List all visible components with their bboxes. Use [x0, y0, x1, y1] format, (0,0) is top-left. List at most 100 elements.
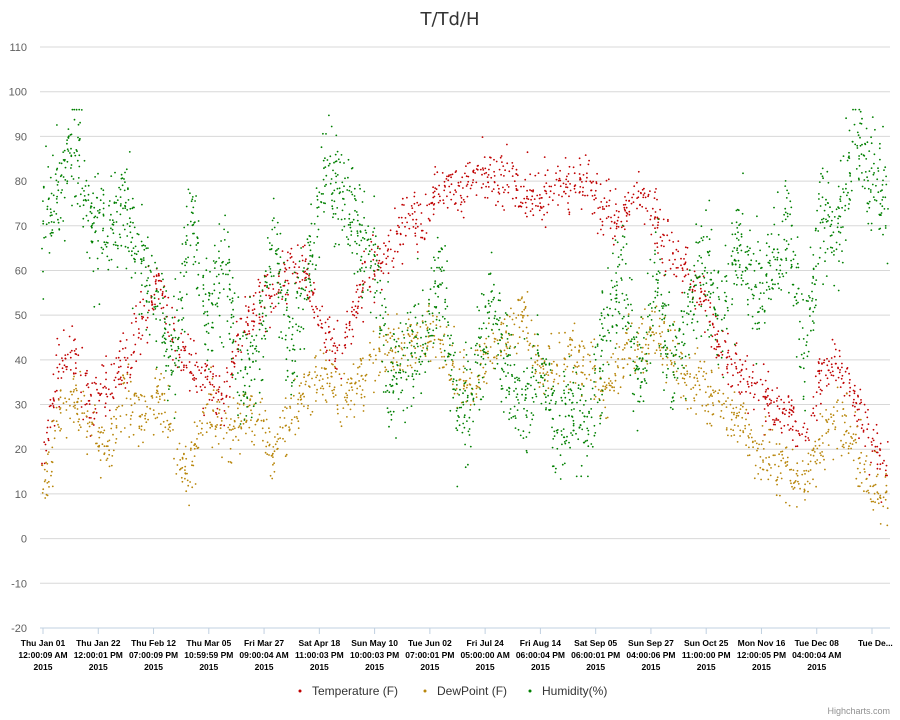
data-point — [340, 377, 343, 380]
data-point — [555, 172, 557, 175]
data-point — [163, 337, 166, 340]
data-point — [48, 486, 50, 488]
data-point — [215, 260, 218, 263]
data-point — [401, 348, 404, 351]
data-point — [394, 207, 396, 210]
data-point — [821, 415, 824, 418]
data-point — [315, 400, 317, 402]
data-point — [518, 402, 520, 404]
data-point — [379, 314, 382, 317]
data-point — [563, 375, 566, 378]
y-tick-label: -20 — [11, 623, 27, 635]
data-point — [582, 345, 585, 347]
data-point — [137, 250, 140, 253]
data-point — [651, 331, 654, 333]
data-point — [573, 172, 576, 175]
data-point — [47, 480, 50, 483]
data-point — [444, 245, 446, 247]
data-point — [514, 427, 517, 429]
data-point — [524, 399, 526, 401]
x-tick-label: 06:00:04 PM — [516, 650, 565, 660]
data-point — [421, 360, 424, 363]
data-point — [181, 458, 184, 460]
data-point — [222, 402, 225, 405]
data-point — [432, 342, 435, 344]
data-point — [703, 360, 706, 363]
data-point — [41, 462, 43, 465]
data-point — [636, 181, 638, 184]
data-point — [279, 256, 282, 258]
data-point — [153, 297, 156, 300]
data-point — [575, 475, 578, 478]
data-point — [654, 296, 657, 299]
data-point — [285, 268, 288, 271]
data-point — [545, 389, 547, 392]
data-point — [379, 291, 382, 294]
data-point — [277, 438, 280, 440]
data-point — [874, 501, 876, 504]
x-tick-label: Mon Nov 16 — [738, 638, 786, 648]
data-point — [726, 363, 729, 366]
data-point — [118, 186, 120, 189]
data-point — [432, 196, 435, 199]
data-point — [721, 403, 723, 406]
data-point — [569, 183, 571, 185]
data-point — [203, 312, 205, 315]
data-point — [666, 356, 669, 359]
data-point — [207, 322, 210, 325]
data-point — [594, 385, 597, 388]
data-point — [416, 225, 419, 228]
data-point — [788, 429, 791, 431]
data-point — [725, 400, 727, 403]
data-point — [643, 187, 645, 190]
data-point — [593, 211, 596, 214]
data-point — [220, 417, 223, 420]
data-point — [592, 180, 594, 183]
data-point — [341, 229, 344, 231]
data-point — [654, 231, 657, 234]
data-point — [428, 219, 431, 222]
data-point — [222, 288, 225, 290]
data-point — [547, 374, 550, 376]
data-point — [79, 121, 81, 124]
data-point — [258, 316, 261, 319]
data-point — [609, 384, 612, 387]
data-point — [670, 231, 673, 234]
data-point — [79, 374, 82, 377]
data-point — [289, 405, 291, 408]
data-point — [781, 450, 784, 453]
data-point — [523, 301, 526, 304]
data-point — [269, 271, 272, 274]
data-point — [416, 337, 419, 340]
data-point — [738, 391, 741, 393]
data-point — [251, 412, 253, 415]
data-point — [396, 313, 398, 315]
data-point — [455, 427, 458, 430]
data-point — [694, 384, 697, 387]
data-point — [499, 299, 501, 302]
data-point — [162, 306, 165, 309]
data-point — [272, 446, 275, 448]
data-point — [668, 239, 671, 242]
data-point — [269, 326, 271, 329]
data-point — [97, 449, 100, 452]
data-point — [230, 301, 233, 304]
data-point — [859, 402, 861, 405]
data-point — [392, 391, 395, 394]
data-point — [452, 360, 454, 363]
data-point — [288, 266, 291, 269]
data-point — [252, 325, 255, 327]
data-point — [591, 345, 594, 348]
data-point — [810, 414, 813, 417]
data-point — [609, 307, 611, 310]
data-point — [283, 284, 286, 287]
data-point — [112, 232, 115, 235]
data-point — [611, 286, 614, 289]
data-point — [350, 399, 352, 402]
data-point — [685, 364, 687, 367]
data-point — [439, 268, 442, 271]
data-point — [226, 380, 228, 383]
data-point — [347, 158, 350, 161]
data-point — [436, 285, 439, 288]
data-point — [264, 431, 267, 434]
